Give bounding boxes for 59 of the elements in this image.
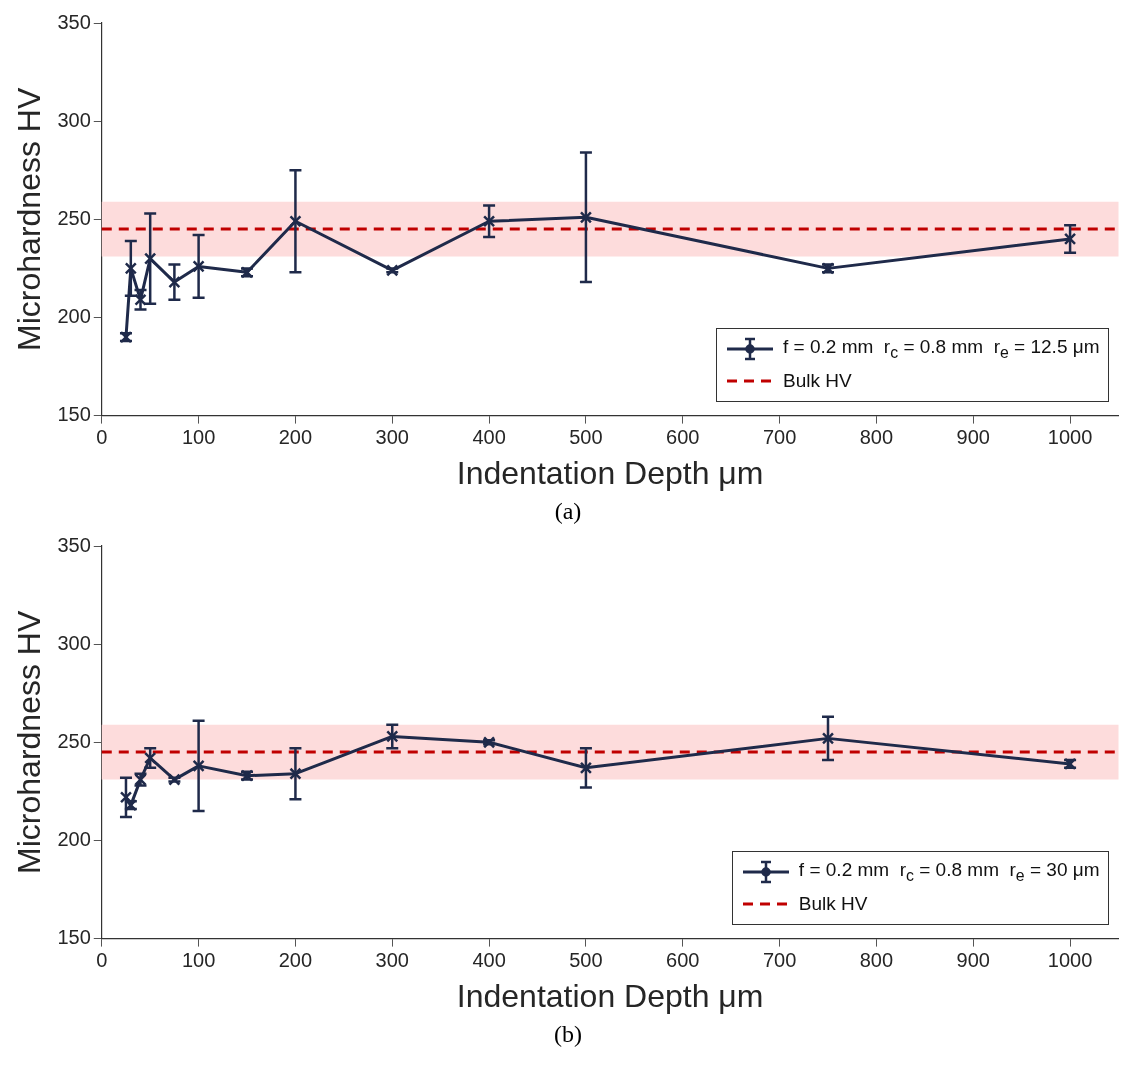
legend-label: Bulk HV xyxy=(798,892,868,915)
y-tick-label: 200 xyxy=(57,304,91,327)
x-tick-label: 700 xyxy=(762,426,797,449)
point xyxy=(119,791,133,804)
y-tick-label: 350 xyxy=(57,533,91,556)
legend-label: Bulk HV xyxy=(783,369,852,392)
point xyxy=(289,215,302,228)
x-tick-label: 800 xyxy=(859,426,894,449)
x-tick-label: 600 xyxy=(666,426,700,449)
point xyxy=(482,736,496,749)
y-tick-label: 150 xyxy=(57,926,91,949)
x-tick-label: 300 xyxy=(375,949,409,972)
y-tick-label: 300 xyxy=(57,631,91,654)
x-tick-label: 300 xyxy=(375,426,409,449)
x-tick-label: 1000 xyxy=(1047,949,1093,972)
point xyxy=(192,260,205,273)
x-tick-label: 500 xyxy=(569,949,603,972)
point xyxy=(192,759,205,773)
x-tick-label: 900 xyxy=(956,949,990,972)
x-axis-title: Indentation Depth μm xyxy=(456,454,764,491)
legend-label: f = 0.2 mm r$_{c}$ = 0.8 mm r$_{e}$ = 12.5 μm xyxy=(783,335,1100,362)
point xyxy=(386,264,399,277)
x-tick-label: 400 xyxy=(472,949,506,972)
y-tick-label: 150 xyxy=(57,403,91,426)
y-axis-title: Microhardness HV xyxy=(11,610,48,874)
x-tick-label: 200 xyxy=(278,949,313,972)
x-tick-label: 0 xyxy=(96,426,108,449)
point xyxy=(1063,232,1077,246)
point xyxy=(821,732,835,745)
point xyxy=(289,767,302,780)
point xyxy=(124,262,138,275)
x-tick-label: 500 xyxy=(569,426,603,449)
point xyxy=(168,773,181,786)
x-tick-label: 100 xyxy=(181,949,216,972)
y-tick-label: 250 xyxy=(57,206,91,229)
x-tick-label: 200 xyxy=(278,426,313,449)
x-tick-label: 900 xyxy=(956,426,990,449)
point xyxy=(386,730,399,743)
point xyxy=(143,252,157,265)
x-tick-label: 600 xyxy=(666,949,700,972)
point xyxy=(579,211,593,224)
x-axis-title: Indentation Depth μm xyxy=(456,977,764,1014)
legend-label: f = 0.2 mm r$_{c}$ = 0.8 mm r$_{e}$ = 30 μm xyxy=(798,858,1100,885)
x-tick-label: 400 xyxy=(472,426,506,449)
y-tick-label: 200 xyxy=(57,827,91,850)
text: (b) xyxy=(553,1021,583,1048)
point xyxy=(168,275,181,289)
point xyxy=(579,761,593,775)
x-tick-label: 100 xyxy=(181,426,216,449)
y-axis-title: Microhardness HV xyxy=(11,87,48,351)
x-tick-label: 700 xyxy=(762,949,797,972)
text: (a) xyxy=(553,498,583,525)
x-tick-label: 800 xyxy=(859,949,894,972)
point xyxy=(482,215,496,228)
y-tick-label: 300 xyxy=(57,108,91,131)
y-tick-label: 350 xyxy=(57,10,91,33)
x-tick-label: 1000 xyxy=(1047,426,1093,449)
y-tick-label: 250 xyxy=(57,729,91,752)
x-tick-label: 0 xyxy=(96,949,108,972)
